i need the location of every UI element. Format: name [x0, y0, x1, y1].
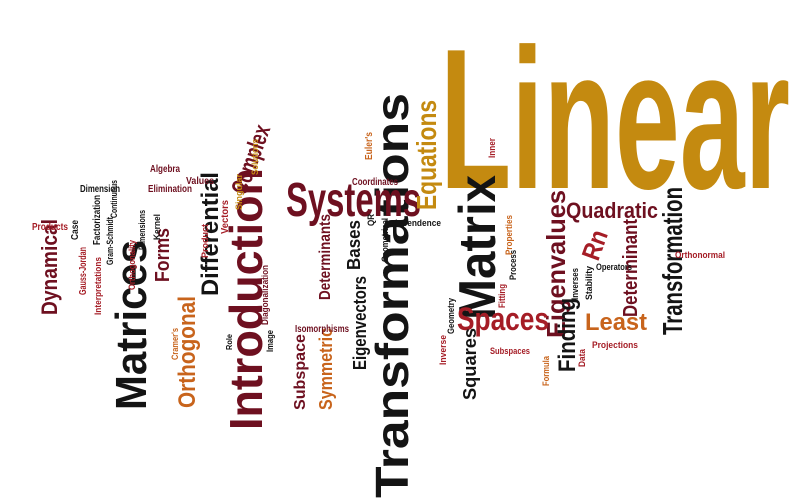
- word-matrix: Matrix: [449, 175, 507, 320]
- word-product: Product: [200, 224, 210, 258]
- word-elimination: Elimination: [148, 184, 192, 195]
- word-inverse: Inverse: [438, 335, 448, 365]
- word-fitting: Fitting: [497, 284, 507, 308]
- word-vectors: Vectors: [220, 200, 231, 234]
- word-factorization: Factorization: [92, 195, 103, 245]
- word-determinants-a: Determinants: [317, 214, 334, 300]
- word-interpretations: Interpretations: [93, 257, 103, 315]
- word-kernel: Kernel: [152, 214, 162, 240]
- word-singular: Singular: [234, 174, 244, 210]
- word-subspace: Subspace: [292, 334, 309, 410]
- word-transformation: Transformation: [657, 187, 688, 335]
- word-operators: Operators: [596, 262, 632, 272]
- word-differential: Differential: [197, 172, 224, 296]
- word-transformations: Transformations: [366, 93, 418, 498]
- word-formula: Formula: [541, 355, 551, 386]
- word-cramers: Cramer's: [170, 328, 180, 360]
- word-image: Image: [265, 330, 275, 352]
- word-least: Least: [585, 309, 647, 336]
- word-isomorphisms: Isomorphisms: [295, 324, 349, 335]
- word-solutions: Solutions: [250, 139, 260, 175]
- word-process: Process: [508, 250, 518, 280]
- word-independence: Independence: [385, 218, 441, 228]
- word-bases: Bases: [344, 220, 364, 270]
- word-determinant: Determinant: [620, 219, 642, 317]
- word-orthogonal: Orthogonal: [174, 296, 201, 408]
- word-geometry: Geometry: [446, 298, 456, 334]
- word-eigenvalues: Eigenvalues: [541, 190, 571, 338]
- word-dynamical: Dynamical: [37, 219, 62, 315]
- word-squares: Squares: [460, 328, 480, 400]
- word-geometrical: Geometrical: [380, 218, 390, 262]
- word-linear: Linear: [440, 8, 790, 231]
- word-values: Values: [186, 176, 214, 187]
- word-gauss-jordan: Gauss-Jordan: [78, 247, 89, 295]
- word-diagonalization: Diagonalization: [260, 265, 270, 325]
- word-inverses: Inverses: [570, 268, 580, 300]
- word-orthonormal: Orthonormal: [675, 250, 725, 260]
- word-symmetric: Symmetric: [316, 328, 336, 410]
- word-rn: Rn: [575, 226, 613, 264]
- word-dimension: Dimension: [80, 184, 120, 195]
- word-qr: QR: [366, 214, 376, 226]
- word-properties: Properties: [504, 215, 514, 255]
- word-forms: Forms: [152, 228, 174, 282]
- word-quadratic: Quadratic: [566, 198, 658, 223]
- word-data: Data: [577, 348, 587, 367]
- word-coordinates: Coordinates: [352, 177, 398, 188]
- word-projections: Projections: [592, 340, 638, 350]
- word-role: Role: [225, 333, 234, 350]
- word-products: Products: [32, 222, 68, 233]
- word-algebra: Algebra: [150, 164, 180, 175]
- word-case: Case: [70, 220, 81, 240]
- word-finding: Finding: [554, 298, 581, 372]
- word-gram-schmidt: Gram-Schmidt: [105, 217, 115, 265]
- word-equations: Equations: [411, 100, 442, 210]
- word-stability: Stability: [584, 266, 594, 300]
- word-matrices: Matrices: [107, 240, 156, 410]
- word-dimensions: Dimensions: [137, 210, 147, 250]
- word-continuous: Continuous: [109, 180, 119, 218]
- word-eigenvectors: Eigenvectors: [350, 276, 370, 370]
- word-eulers: Euler's: [364, 132, 375, 160]
- word-orthogonality: Orthogonality: [127, 240, 137, 290]
- word-subspaces: Subspaces: [490, 346, 530, 356]
- word-inner: Inner: [487, 138, 497, 158]
- word-spaces: Spaces: [457, 301, 549, 337]
- word-introduction: Introduction: [220, 168, 272, 430]
- word-systems: Systems: [286, 174, 421, 227]
